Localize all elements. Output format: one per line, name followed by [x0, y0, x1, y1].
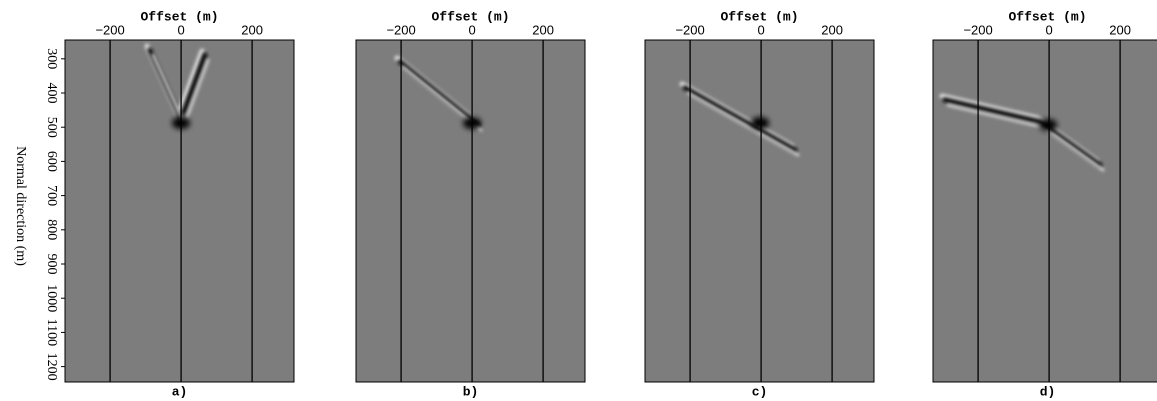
event-core	[1039, 119, 1057, 131]
y-tick-label: 900	[44, 254, 59, 275]
panel-label: d)	[1040, 384, 1056, 399]
x-tick-label: 0	[468, 22, 475, 37]
y-tick-label: 400	[44, 83, 59, 104]
page: {"chart_data": [ {"type": "image", "xlab…	[0, 0, 1157, 401]
x-tick-label: 0	[757, 22, 764, 37]
x-tick-label: 200	[1109, 22, 1131, 37]
x-tick-label: −200	[675, 22, 704, 37]
x-tick-label: 0	[1045, 22, 1052, 37]
x-tick-label: 200	[532, 22, 554, 37]
figure: −200 0 200 Offset (m) a) 300 400 500 600 700 800 90…	[0, 0, 1157, 401]
panel: −200 0 200 Offset (m) d)	[933, 9, 1157, 399]
event-core	[751, 117, 769, 129]
y-tick-label: 800	[44, 219, 59, 240]
x-axis-label: Offset (m)	[720, 9, 798, 24]
image-area	[65, 40, 294, 382]
y-tick-label: 300	[44, 48, 59, 69]
y-axis-label: Normal direction (m)	[13, 146, 28, 266]
x-axis-label: Offset (m)	[431, 9, 509, 24]
panel-label: b)	[463, 384, 479, 399]
x-tick-label: 200	[821, 22, 843, 37]
image-area	[645, 40, 874, 382]
image-area	[356, 40, 585, 382]
image-area	[933, 40, 1157, 382]
y-tick-label: 500	[44, 117, 59, 138]
y-tick-label: 700	[44, 185, 59, 206]
y-tick-label: 1000	[44, 284, 59, 312]
x-tick-label: −200	[963, 22, 992, 37]
x-tick-label: −200	[386, 22, 415, 37]
panel: −200 0 200 Offset (m) b)	[356, 9, 585, 399]
panel-label: a)	[172, 384, 188, 399]
y-tick-label: 1100	[44, 319, 59, 346]
panel-label: c)	[752, 384, 768, 399]
panel: −200 0 200 Offset (m) a) 300 400 500 600 700 800 90…	[13, 9, 294, 399]
x-tick-label: −200	[95, 22, 124, 37]
x-tick-label: 0	[177, 22, 184, 37]
y-tick-label: 1200	[44, 353, 59, 381]
y-tick-label: 600	[44, 151, 59, 172]
x-axis-label: Offset (m)	[140, 9, 218, 24]
panels: −200 0 200 Offset (m) a) 300 400 500 600 700 800 90…	[13, 9, 1157, 399]
x-axis-label: Offset (m)	[1008, 9, 1086, 24]
x-tick-label: 200	[241, 22, 263, 37]
panel: −200 0 200 Offset (m) c)	[645, 9, 874, 399]
